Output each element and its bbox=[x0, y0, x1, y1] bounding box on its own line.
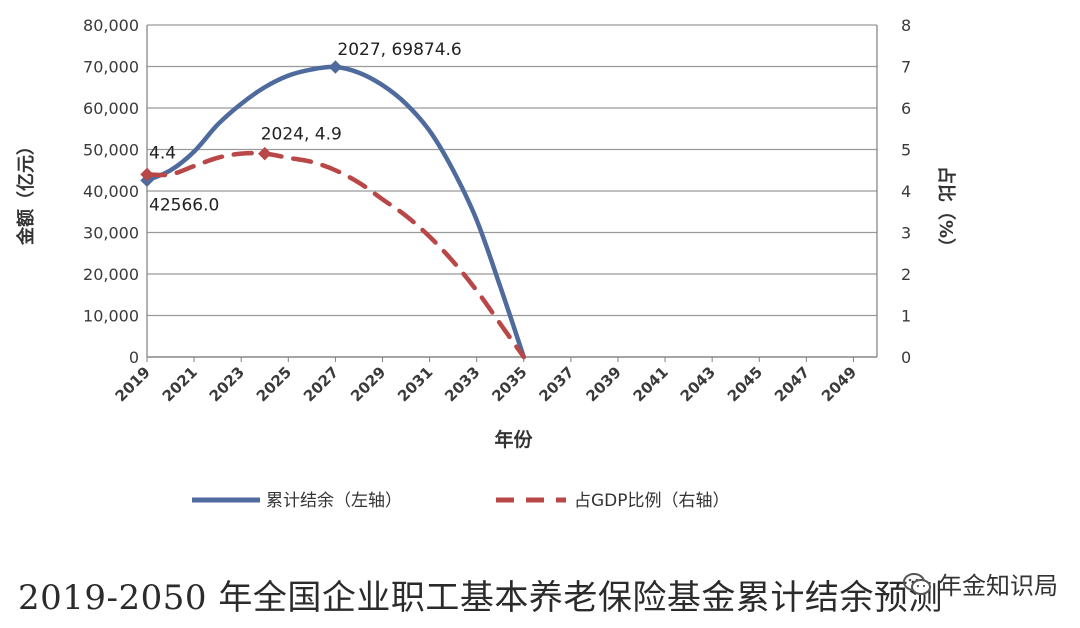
x-tick-label: 2029 bbox=[347, 363, 389, 405]
data-label-peak-balance: 2027, 69874.6 bbox=[337, 40, 461, 60]
x-tick-label: 2031 bbox=[394, 363, 436, 405]
x-tick-label: 2043 bbox=[677, 363, 719, 405]
y-tick-label-left: 10,000 bbox=[83, 307, 139, 326]
y-axis-title-right: 占比（%） bbox=[935, 166, 957, 256]
y-tick-label-right: 6 bbox=[901, 99, 911, 118]
wechat-icon bbox=[903, 572, 931, 595]
legend-label-ratio: 占GDP比例（右轴） bbox=[574, 491, 730, 511]
data-label-peak-ratio: 2024, 4.9 bbox=[261, 125, 342, 145]
y-tick-label-right: 8 bbox=[901, 16, 911, 35]
y-tick-label-left: 40,000 bbox=[83, 182, 139, 201]
y-tick-label-left: 0 bbox=[129, 348, 139, 367]
y-tick-label-right: 2 bbox=[901, 265, 911, 284]
y-tick-label-left: 50,000 bbox=[83, 141, 139, 160]
x-axis-title: 年份 bbox=[494, 428, 533, 451]
x-tick-label: 2049 bbox=[818, 363, 860, 405]
figure-caption: 2019-2050 年全国企业职工基本养老保险基金累计结余预测 bbox=[18, 578, 943, 618]
y-tick-label-right: 0 bbox=[901, 348, 911, 367]
data-label-2019-balance: 42566.0 bbox=[149, 195, 219, 215]
x-tick-label: 2037 bbox=[535, 363, 577, 405]
x-tick-label: 2035 bbox=[488, 363, 530, 405]
x-tick-label: 2021 bbox=[159, 363, 201, 405]
data-point-2019-ratio bbox=[140, 167, 154, 182]
y-tick-label-left: 80,000 bbox=[83, 16, 139, 35]
data-point-peak-balance bbox=[328, 60, 343, 74]
y-tick-label-right: 1 bbox=[901, 307, 911, 326]
y-tick-label-left: 70,000 bbox=[83, 58, 139, 77]
legend-label-balance: 累计结余（左轴） bbox=[266, 491, 402, 511]
y-tick-label-right: 7 bbox=[901, 58, 911, 77]
x-tick-label: 2045 bbox=[724, 363, 766, 405]
x-tick-label: 2041 bbox=[630, 363, 672, 405]
data-label-2019-ratio: 4.4 bbox=[149, 143, 176, 163]
series-line-gdp-ratio bbox=[144, 150, 527, 360]
y-axis-title-left: 金额（亿元） bbox=[15, 137, 37, 246]
y-tick-label-right: 4 bbox=[901, 182, 911, 201]
watermark-text: 年金知识局 bbox=[938, 572, 1058, 600]
x-tick-label: 2025 bbox=[253, 363, 295, 405]
x-tick-label: 2023 bbox=[206, 363, 248, 405]
x-tick-label: 2033 bbox=[441, 363, 483, 405]
y-tick-label-right: 5 bbox=[901, 141, 911, 160]
x-tick-label: 2027 bbox=[300, 363, 342, 405]
y-tick-label-left: 20,000 bbox=[83, 265, 139, 284]
x-tick-label: 2047 bbox=[771, 363, 813, 405]
y-tick-label-right: 3 bbox=[901, 224, 911, 243]
data-point-peak-ratio bbox=[258, 146, 272, 161]
y-tick-label-left: 60,000 bbox=[83, 99, 139, 118]
x-tick-label: 2019 bbox=[112, 363, 154, 405]
y-tick-label-left: 30,000 bbox=[83, 224, 139, 243]
watermark: 年金知识局 bbox=[902, 566, 1058, 601]
x-tick-label: 2039 bbox=[583, 363, 625, 405]
